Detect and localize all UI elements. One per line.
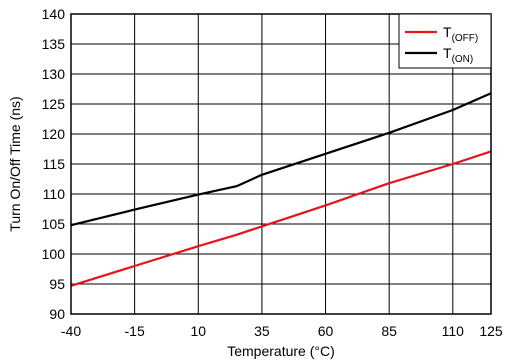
series-line (71, 151, 491, 285)
y-tick-label: 95 (49, 276, 65, 292)
y-tick-label: 90 (49, 306, 65, 322)
series-line (71, 93, 491, 225)
y-tick-label: 110 (43, 186, 66, 202)
x-tick-label: -15 (125, 323, 145, 339)
y-tick-label: 115 (43, 156, 66, 172)
y-tick-label: 120 (42, 126, 66, 142)
y-tick-label: 100 (42, 246, 66, 262)
legend: T(OFF)T(ON) (399, 14, 491, 68)
x-tick-label: 125 (479, 323, 503, 339)
x-tick-label: 60 (318, 323, 334, 339)
y-tick-label: 105 (42, 216, 66, 232)
x-tick-label: 35 (254, 323, 270, 339)
x-tick-label: 85 (381, 323, 397, 339)
y-tick-label: 125 (42, 96, 66, 112)
y-tick-label: 140 (42, 6, 66, 22)
x-axis-label: Temperature (°C) (227, 343, 335, 359)
x-tick-label: 10 (190, 323, 206, 339)
data-series (71, 93, 491, 286)
x-tick-label: -40 (61, 323, 81, 339)
y-tick-label: 130 (42, 66, 66, 82)
y-axis-label: Turn On/Off Time (ns) (7, 96, 23, 231)
x-tick-label: 110 (442, 323, 465, 339)
y-tick-label: 135 (42, 36, 66, 52)
